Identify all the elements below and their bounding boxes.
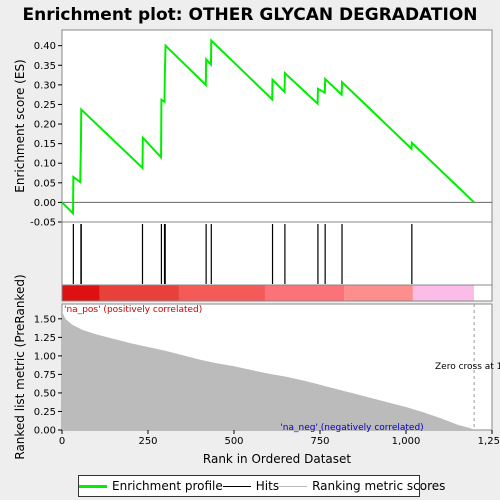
- es-y-ticks: -0.05 0.00 0.05 0.10 0.15 0.20 0.25 0.30 0.35 0.4…: [30, 41, 62, 229]
- heat-bar-frame: [61, 284, 493, 302]
- hits-marks: [72, 224, 413, 284]
- x-axis-label: Rank in Ordered Dataset: [203, 452, 351, 466]
- es-y-tick-label: 0.20: [34, 120, 56, 131]
- ranking-metric-area: [62, 311, 475, 430]
- metric-y-tick-label: 1.50: [34, 314, 56, 325]
- es-y-tick-label: 0.10: [34, 159, 56, 170]
- enrichment-profile-swatch: [79, 484, 107, 488]
- heat-bar-segment: [264, 285, 345, 301]
- heat-bar-segment: [178, 285, 265, 301]
- chart-title: Enrichment plot: OTHER GLYCAN DEGRADATIO…: [22, 5, 477, 25]
- legend: Enrichment profile Hits Ranking metric s…: [78, 475, 445, 497]
- x-tick-label: 1,000: [392, 436, 421, 447]
- metric-y-ticks: 0.00 0.25 0.50 0.75 1.00 1.25 1.50: [34, 314, 62, 437]
- es-y-axis-label: Enrichment score (ES): [13, 59, 27, 192]
- es-y-tick-label: 0.05: [34, 178, 56, 189]
- es-y-tick-label: -0.05: [30, 218, 56, 229]
- legend-item-hits: Hits: [222, 479, 280, 493]
- metric-y-tick-label: 0.50: [34, 388, 56, 399]
- heat-bar-blank: [474, 285, 492, 301]
- es-y-tick-label: 0.15: [34, 139, 56, 150]
- metric-y-tick-label: 0.25: [34, 407, 56, 418]
- es-y-tick-label: 0.30: [34, 80, 56, 91]
- ranking-heat-bar: [61, 284, 493, 302]
- metric-y-tick-label: 1.00: [34, 351, 56, 362]
- hits-swatch: [222, 485, 251, 487]
- x-tick-label: 500: [224, 436, 243, 447]
- es-y-tick-label: 0.40: [34, 41, 56, 52]
- es-y-tick-label: 0.25: [34, 100, 56, 111]
- metric-y-tick-label: 1.25: [34, 333, 56, 344]
- positive-correlation-label: 'na_pos' (positively correlated): [64, 305, 202, 315]
- metric-y-tick-label: 0.00: [34, 426, 56, 437]
- legend-label: Ranking metric scores: [312, 479, 446, 493]
- negative-correlation-label: 'na_neg' (negatively correlated): [280, 423, 423, 433]
- heat-bar-segment: [62, 285, 100, 301]
- ranking-metric-swatch: [279, 485, 308, 487]
- heat-bar-segment: [99, 285, 179, 301]
- metric-y-tick-label: 0.75: [34, 370, 56, 381]
- es-panel-frame: [61, 29, 493, 223]
- legend-label: Enrichment profile: [112, 479, 223, 493]
- x-tick-label: 750: [310, 436, 329, 447]
- heat-bar-segment: [344, 285, 413, 301]
- legend-item-ranking-metric-scores: Ranking metric scores: [279, 479, 445, 493]
- x-tick-label: 250: [138, 436, 157, 447]
- es-y-tick-label: 0.35: [34, 61, 56, 72]
- metric-y-axis-label: Ranked list metric (PreRanked): [13, 274, 27, 459]
- hits-panel-frame: [61, 221, 493, 286]
- enrichment-profile-line: [61, 38, 475, 216]
- legend-item-enrichment-profile: Enrichment profile: [79, 479, 223, 493]
- zero-cross-label: Zero cross at 1198: [435, 362, 500, 372]
- es-y-tick-label: 0.00: [34, 198, 56, 209]
- x-ticks: 0 250 500 750 1,000 1,250: [59, 430, 500, 447]
- x-tick-label: 0: [59, 436, 65, 447]
- x-tick-label: 1,250: [478, 436, 500, 447]
- legend-label: Hits: [255, 479, 280, 493]
- heat-bar-segment: [412, 285, 475, 301]
